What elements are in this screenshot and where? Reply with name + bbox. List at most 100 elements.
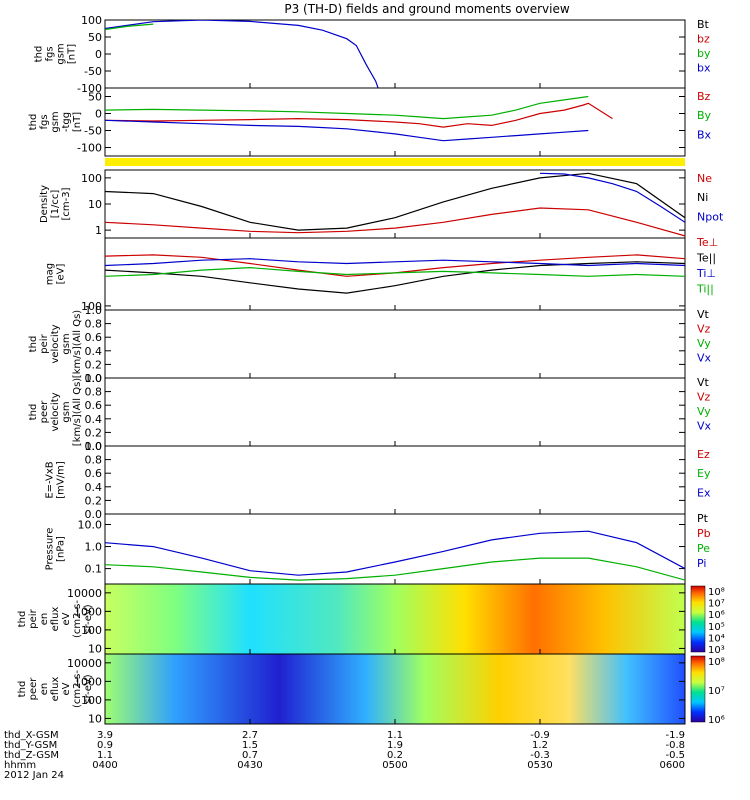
ytick-label: 0.6 bbox=[85, 399, 103, 412]
ytick-label: 0.4 bbox=[85, 413, 103, 426]
panel-frame bbox=[104, 377, 686, 447]
legend-entry: Vx bbox=[697, 420, 712, 433]
ephemeris-value: 1.2 bbox=[532, 740, 548, 751]
ytick-label: 0.0 bbox=[85, 508, 103, 521]
colorbar-peir-eflux bbox=[690, 585, 706, 653]
ytick-label: 1.0 bbox=[85, 541, 103, 554]
ephemeris-value: -0.5 bbox=[665, 750, 685, 761]
ytick-label: -50 bbox=[84, 65, 102, 78]
colorbar-tick: 10⁴ bbox=[708, 633, 725, 644]
legend-entry: Npot bbox=[697, 211, 724, 224]
ylabel-line: eV bbox=[61, 682, 72, 695]
panel-frame bbox=[104, 513, 686, 585]
legend-entry: By bbox=[697, 109, 712, 122]
ylabel-line: eflux bbox=[50, 607, 61, 632]
legend-entry: bz bbox=[697, 33, 710, 46]
legend-entry: Ti⊥ bbox=[696, 267, 716, 280]
colorbar-tick: 10⁶ bbox=[708, 715, 725, 726]
ylabel-line: [1/cc] bbox=[50, 190, 61, 219]
ylabel-line: [nT] bbox=[72, 112, 83, 132]
ylabel-line: [km/s](All Qs) bbox=[72, 378, 83, 446]
series-by bbox=[105, 23, 154, 31]
ephemeris-value: 0600 bbox=[660, 760, 685, 771]
ylabel-line: fgs bbox=[39, 114, 50, 129]
ephemeris-row-name: thd_X-GSM bbox=[4, 730, 59, 741]
ephemeris-value: -0.9 bbox=[530, 730, 550, 741]
legend-entry: Ti|| bbox=[696, 283, 714, 296]
colorbar-tick: 10⁵ bbox=[708, 622, 725, 633]
ytick-label: -50 bbox=[84, 125, 102, 138]
ephemeris-value: 0400 bbox=[92, 760, 117, 771]
panel-peer-eflux: 10⁸ 10⁷ 10⁶ 10000 1000 100 10 thd peer en eflux eV(… bbox=[17, 653, 725, 726]
legend-entry: Vy bbox=[697, 337, 711, 350]
ephemeris-value: 1.5 bbox=[242, 740, 258, 751]
ylabel-line: -tgg bbox=[61, 112, 72, 132]
legend-entry: Vy bbox=[697, 405, 711, 418]
series-Ni bbox=[105, 172, 685, 231]
ylabel-line: peir bbox=[39, 333, 50, 353]
legend-entry: bx bbox=[697, 62, 711, 75]
ylabel-line: [nT] bbox=[67, 44, 78, 64]
ytick-label: 10 bbox=[88, 712, 102, 725]
heatmap-peer-eflux bbox=[105, 654, 685, 724]
ytick-label: 0.8 bbox=[85, 318, 103, 331]
ephemeris-value: -1.9 bbox=[665, 730, 685, 741]
separator-band bbox=[105, 158, 685, 166]
ytick-label: 10 bbox=[88, 198, 102, 211]
legend-entry: Ni bbox=[697, 191, 708, 204]
ephemeris-row-name: hhmm bbox=[4, 760, 36, 771]
ytick-label: 0.2 bbox=[85, 426, 103, 439]
panel-temp: 100 mag [eV] Te⊥ Te|| Ti⊥ Ti|| bbox=[45, 236, 719, 313]
ylabel-line: gsm bbox=[50, 111, 61, 132]
ytick-label: 0.8 bbox=[85, 386, 103, 399]
ylabel-line: [cm-3] bbox=[61, 187, 72, 220]
ytick-label: 100 bbox=[81, 694, 102, 707]
series-Bz bbox=[105, 102, 613, 128]
ephemeris-value: 2.7 bbox=[242, 730, 258, 741]
ephemeris-value: 3.9 bbox=[97, 730, 113, 741]
ytick-label: -100 bbox=[77, 142, 102, 155]
series-bx bbox=[105, 20, 379, 88]
ylabel-line: Density bbox=[39, 185, 50, 223]
ytick-label: 50 bbox=[88, 91, 102, 104]
ytick-label: 1.0 bbox=[85, 372, 103, 385]
panel-pressure: 10.0 1.0 0.1 Pressure [nPa] Pt Pb Pe Pi bbox=[45, 512, 711, 585]
panel-frame bbox=[104, 309, 686, 379]
ylabel-line: gsm bbox=[61, 333, 72, 354]
ephemeris-value: 1.1 bbox=[97, 750, 113, 761]
ylabel-line: eV bbox=[61, 612, 72, 625]
legend-entry: Ne bbox=[697, 172, 712, 185]
ytick-label: 100 bbox=[81, 300, 102, 313]
ylabel-line: thd bbox=[28, 114, 39, 131]
ylabel-line: velocity bbox=[50, 324, 61, 363]
ytick-label: 100 bbox=[81, 624, 102, 637]
colorbar-tick: 10⁸ bbox=[708, 657, 725, 668]
heatmap-peir-eflux bbox=[105, 584, 685, 654]
legend-entry: Bz bbox=[697, 90, 711, 103]
ytick-label: 0.0 bbox=[85, 372, 103, 385]
ylabel-line: en bbox=[39, 683, 50, 696]
panel-frame bbox=[104, 19, 686, 89]
series-Pi bbox=[105, 530, 685, 576]
series-Pe bbox=[105, 557, 685, 581]
ytick-label: 100 bbox=[81, 172, 102, 185]
ylabel-line: peer bbox=[39, 400, 50, 424]
ephemeris-row-name: thd_Z-GSM bbox=[4, 750, 59, 761]
ylabel-line: Pressure bbox=[45, 528, 56, 571]
ylabel-line: thd bbox=[17, 681, 28, 698]
ytick-label: 10 bbox=[88, 642, 102, 655]
legend-entry: Te|| bbox=[696, 252, 716, 265]
series-Bx bbox=[105, 119, 589, 142]
ylabel-line: E=-VxB bbox=[45, 461, 56, 498]
legend-entry: Pb bbox=[697, 527, 711, 540]
legend-entry: Pe bbox=[697, 542, 710, 555]
ytick-label: 0 bbox=[95, 48, 102, 61]
ylabel-line: velocity bbox=[50, 392, 61, 431]
colorbar-tick: 10⁸ bbox=[708, 587, 725, 598]
